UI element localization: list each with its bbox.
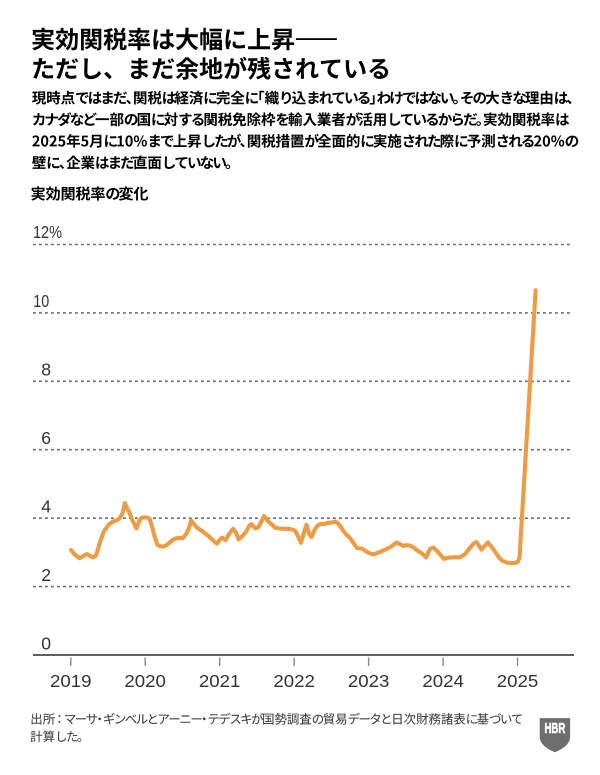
svg-text:4: 4 <box>41 496 51 516</box>
svg-text:0: 0 <box>41 633 51 653</box>
svg-text:6: 6 <box>41 428 51 448</box>
svg-text:2020: 2020 <box>124 671 166 691</box>
svg-text:8: 8 <box>41 360 51 380</box>
svg-text:2025: 2025 <box>497 671 539 691</box>
svg-text:10: 10 <box>33 291 49 311</box>
svg-text:HBR: HBR <box>545 721 566 737</box>
svg-text:2019: 2019 <box>50 671 92 691</box>
svg-text:2023: 2023 <box>348 671 390 691</box>
svg-text:12%: 12% <box>33 222 62 242</box>
svg-text:2: 2 <box>41 565 51 585</box>
svg-text:2024: 2024 <box>422 671 464 691</box>
svg-text:2021: 2021 <box>199 671 241 691</box>
svg-text:2022: 2022 <box>273 671 315 691</box>
